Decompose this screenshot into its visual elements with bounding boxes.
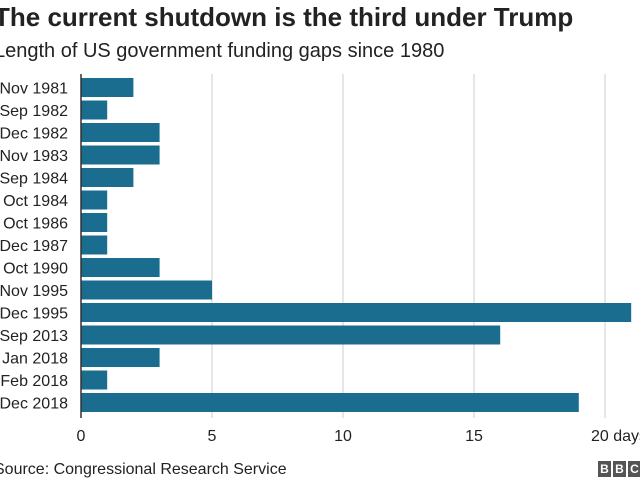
category-label: Sep 2013: [0, 328, 68, 345]
category-label: Oct 1990: [3, 261, 68, 278]
category-label: Jan 2018: [2, 351, 68, 368]
category-label: Nov 1995: [0, 283, 68, 300]
x-tick-label: 0: [77, 428, 86, 445]
category-label: Nov 1983: [0, 148, 68, 165]
bar-sep-1984: [81, 168, 134, 187]
bar-oct-1984: [81, 190, 108, 210]
category-label: Nov 1981: [0, 81, 68, 98]
bar-nov-1983: [81, 145, 160, 165]
category-label: Dec 1995: [0, 306, 68, 323]
bbc-logo-letter: B: [598, 461, 611, 477]
chart-subtitle: Length of US government funding gaps sin…: [0, 40, 445, 62]
x-tick-label: 15: [465, 428, 483, 445]
x-tick-label: 10: [334, 428, 352, 445]
bar-dec-1982: [81, 123, 160, 142]
bar-nov-1995: [81, 280, 212, 300]
category-label: Oct 1984: [3, 193, 68, 210]
bar-nov-1981: [81, 78, 134, 97]
bar-jan-2018: [81, 348, 160, 367]
x-tick-label: 20 days: [591, 428, 640, 445]
bar-oct-1986: [81, 213, 108, 232]
bar-feb-2018: [81, 370, 108, 390]
bar-sep-2013: [81, 325, 501, 345]
bbc-logo-letter: B: [613, 461, 626, 477]
category-label: Oct 1986: [3, 216, 68, 233]
x-tick-label: 5: [208, 428, 217, 445]
chart-title: The current shutdown is the third under …: [0, 2, 574, 32]
bbc-logo-letter: C: [628, 461, 640, 477]
bar-oct-1990: [81, 258, 160, 277]
bar-dec-2018: [81, 393, 579, 412]
bar-sep-1982: [81, 100, 108, 120]
category-label: Sep 1982: [0, 103, 68, 120]
category-label: Dec 1982: [0, 126, 68, 143]
category-label: Dec 2018: [0, 396, 68, 413]
bar-dec-1987: [81, 235, 108, 255]
category-label: Feb 2018: [0, 373, 68, 390]
bbc-logo: B B C: [598, 461, 640, 477]
category-label: Dec 1987: [0, 238, 68, 255]
source-note: Source: Congressional Research Service: [0, 461, 287, 478]
bar-dec-1995: [81, 303, 632, 322]
category-label: Sep 1984: [0, 171, 68, 188]
